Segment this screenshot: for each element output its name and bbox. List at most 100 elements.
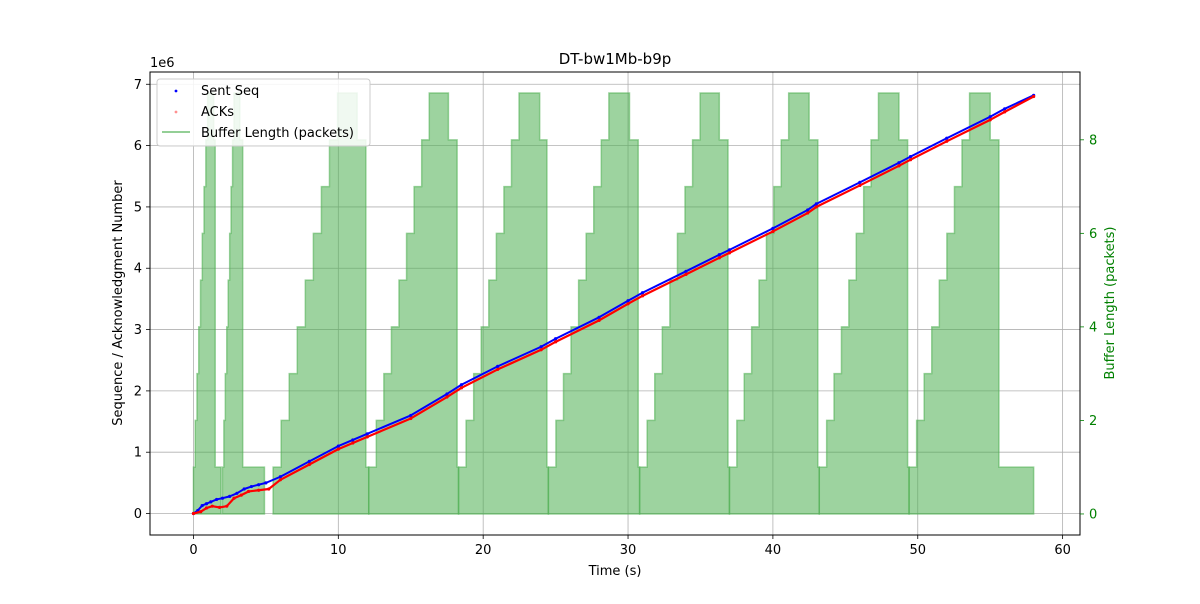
acks-point bbox=[204, 506, 209, 510]
sent-seq-point bbox=[908, 155, 913, 159]
legend: Sent Seq ACKs Buffer Length (packets) bbox=[156, 78, 371, 147]
acks-point bbox=[210, 504, 214, 508]
acks-point bbox=[1032, 94, 1036, 99]
y2-tick-label: 6 bbox=[1089, 227, 1097, 242]
acks-point bbox=[945, 139, 949, 143]
plot-frame bbox=[149, 71, 1081, 536]
y-axis-exponent: 1e6 bbox=[150, 56, 175, 71]
sent-seq-line bbox=[192, 94, 1035, 515]
acks-point bbox=[257, 488, 261, 492]
sent-seq-point bbox=[209, 500, 213, 504]
axes: 0 10 20 30 40 50 60 0 1 2 3 4 5 6 7 0 2 4 6 8 bbox=[134, 78, 1098, 558]
sent-seq-point bbox=[249, 484, 254, 489]
acks-point bbox=[597, 318, 601, 322]
sent-seq-point bbox=[717, 253, 721, 257]
sent-seq-point bbox=[459, 383, 464, 387]
y-tick-label: 5 bbox=[134, 200, 142, 215]
y2-tick-label: 8 bbox=[1089, 133, 1097, 148]
sent-seq-point bbox=[1003, 107, 1007, 111]
legend-buffer-label: Buffer Length (packets) bbox=[201, 126, 354, 141]
acks-point bbox=[908, 158, 913, 162]
y2-tick-label: 4 bbox=[1089, 320, 1097, 335]
sent-seq-point bbox=[235, 491, 239, 495]
acks-point bbox=[232, 496, 236, 500]
x-tick-label: 40 bbox=[765, 543, 782, 558]
sent-seq-point bbox=[897, 161, 901, 165]
y2-tick-label: 2 bbox=[1089, 414, 1097, 429]
sent-seq-point bbox=[814, 202, 818, 206]
sent-seq-point bbox=[554, 337, 558, 341]
y-tick-label: 6 bbox=[134, 139, 142, 154]
acks-point bbox=[225, 504, 229, 508]
buffer-length-cycle bbox=[367, 92, 460, 515]
x-tick-label: 60 bbox=[1054, 543, 1071, 558]
acks-point bbox=[988, 118, 992, 122]
sent-seq-point bbox=[806, 208, 810, 212]
sent-seq-point bbox=[278, 475, 282, 479]
legend-acks-label: ACKs bbox=[201, 105, 234, 120]
sent-seq-point bbox=[445, 392, 449, 396]
buffer-length-cycle bbox=[728, 92, 821, 515]
sent-seq-point bbox=[858, 180, 862, 184]
buffer-length-cycle bbox=[908, 92, 1035, 515]
acks-point bbox=[554, 340, 558, 344]
y-axis-title: Sequence / Acknowledgment Number bbox=[111, 180, 126, 426]
sent-seq-point bbox=[597, 315, 601, 319]
acks-point bbox=[217, 505, 222, 510]
sent-seq-point bbox=[640, 291, 645, 295]
acks-point bbox=[336, 447, 340, 451]
x-axis-title: Time (s) bbox=[588, 564, 642, 579]
x-tick-label: 30 bbox=[620, 543, 637, 558]
y-tick-label: 0 bbox=[134, 507, 142, 522]
legend-sent-seq-label: Sent Seq bbox=[201, 84, 259, 99]
acks-point bbox=[806, 211, 810, 215]
acks-point bbox=[445, 395, 449, 399]
acks-point bbox=[496, 367, 500, 372]
sent-seq-point bbox=[257, 483, 261, 487]
y-tick-label: 1 bbox=[134, 446, 142, 461]
acks-point bbox=[858, 183, 862, 188]
y-tick-label: 2 bbox=[134, 384, 142, 399]
acks-point bbox=[717, 256, 721, 260]
y-tick-label: 7 bbox=[134, 78, 142, 93]
acks-point bbox=[459, 386, 464, 390]
buffer-length-series bbox=[192, 92, 1035, 515]
x-tick-label: 10 bbox=[330, 543, 347, 558]
sent-seq-point bbox=[242, 487, 246, 491]
legend-box bbox=[156, 78, 371, 147]
sent-seq-point bbox=[988, 115, 992, 119]
acks-point bbox=[727, 251, 732, 255]
sent-seq-point bbox=[496, 364, 500, 368]
sent-seq-point bbox=[228, 494, 232, 498]
sent-seq-point bbox=[365, 432, 369, 436]
acks-series bbox=[191, 94, 1036, 516]
sent-seq-point bbox=[409, 413, 413, 418]
acks-point bbox=[684, 272, 688, 276]
y2-axis-title: Buffer Length (packets) bbox=[1103, 226, 1118, 379]
acks-point bbox=[365, 435, 369, 439]
sent-seq-series bbox=[191, 93, 1036, 516]
acks-point bbox=[199, 510, 203, 514]
acks-point bbox=[191, 511, 196, 516]
acks-point bbox=[409, 416, 413, 421]
acks-point bbox=[640, 294, 645, 298]
legend-acks-marker bbox=[174, 110, 178, 114]
sent-seq-point bbox=[307, 459, 311, 464]
acks-point bbox=[267, 487, 271, 491]
acks-point bbox=[351, 441, 355, 445]
acks-point bbox=[246, 489, 251, 494]
sent-seq-point bbox=[684, 269, 688, 273]
y-tick-label: 3 bbox=[134, 323, 142, 338]
buffer-length-cycle bbox=[547, 92, 641, 515]
chart-title: DT-bw1Mb-b9p bbox=[559, 50, 672, 68]
y-tick-label: 4 bbox=[134, 262, 142, 277]
acks-point bbox=[814, 205, 818, 209]
sent-seq-point bbox=[351, 438, 355, 442]
sent-seq-point bbox=[539, 345, 543, 349]
acks-point bbox=[539, 348, 543, 352]
x-tick-label: 50 bbox=[909, 543, 926, 558]
y2-tick-label: 0 bbox=[1089, 507, 1097, 522]
sent-seq-point bbox=[220, 496, 225, 500]
